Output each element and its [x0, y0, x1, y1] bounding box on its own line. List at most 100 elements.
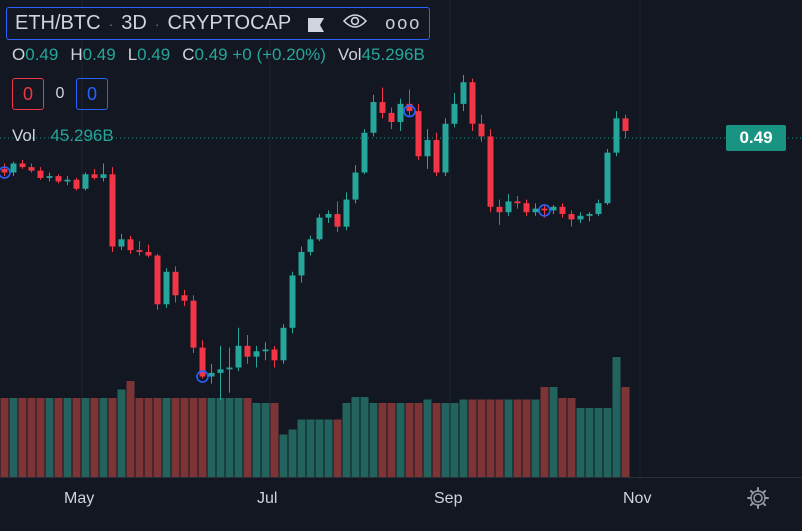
- volume-bar: [621, 387, 630, 477]
- volume-bar: [27, 398, 36, 477]
- candle-body: [226, 367, 233, 370]
- candle-body: [478, 123, 485, 137]
- candle-body: [262, 349, 269, 352]
- volume-bar: [567, 398, 576, 477]
- sell-counter-button[interactable]: 0: [12, 78, 44, 110]
- candle-body: [163, 271, 170, 305]
- candle-body: [406, 103, 413, 112]
- candle-body: [442, 123, 449, 173]
- volume-bar: [513, 399, 522, 477]
- candle-body: [379, 102, 386, 113]
- candle-body: [100, 174, 107, 178]
- exchange-label[interactable]: CRYPTOCAP: [167, 12, 292, 34]
- volume-bar: [252, 403, 261, 477]
- candle-body: [559, 206, 566, 215]
- candle-body: [595, 203, 602, 215]
- flag-icon[interactable]: [307, 16, 325, 32]
- event-marker[interactable]: [196, 370, 209, 383]
- candle-body: [208, 372, 215, 377]
- candle-body: [460, 82, 467, 104]
- symbol-bar[interactable]: ETH/BTC · 3D · CRYPTOCAP ooo: [6, 7, 430, 40]
- volume-bar: [495, 399, 504, 477]
- volume-bar: [423, 399, 432, 477]
- candle-body: [64, 179, 71, 182]
- more-options-icon[interactable]: ooo: [385, 13, 422, 33]
- candle-body: [289, 275, 296, 328]
- volume-bar: [414, 403, 423, 477]
- volume-bar: [351, 397, 360, 477]
- candle-body: [37, 170, 44, 178]
- candle-body: [496, 206, 503, 213]
- volume-bar: [504, 399, 513, 477]
- volume-bar: [153, 398, 162, 477]
- volume-label: Vol: [337, 45, 362, 64]
- candle-body: [109, 174, 116, 247]
- volume-bar: [468, 399, 477, 477]
- volume-bar: [243, 398, 252, 477]
- volume-bar: [81, 398, 90, 477]
- candle-body: [127, 239, 134, 251]
- volume-bar: [369, 403, 378, 477]
- event-marker[interactable]: [538, 204, 551, 217]
- candle-body: [424, 140, 431, 157]
- ohlc-legend: O 0.49 H 0.49 L 0.49 C 0.49 +0 (+0.20%) …: [12, 45, 437, 65]
- volume-bar: [90, 398, 99, 477]
- candle-body: [388, 112, 395, 122]
- volume-bars: [0, 357, 630, 477]
- volume-bar: [117, 389, 126, 477]
- volume-bar: [297, 419, 306, 477]
- candle-body: [397, 103, 404, 122]
- volume-bar: [198, 398, 207, 477]
- interval-label[interactable]: 3D: [121, 12, 147, 34]
- gear-icon[interactable]: [746, 486, 770, 510]
- candle-body: [298, 251, 305, 276]
- volume-bar: [342, 403, 351, 477]
- volume-bar: [216, 398, 225, 477]
- candle-body: [46, 176, 53, 178]
- candle-body: [253, 351, 260, 357]
- candle-body: [28, 167, 35, 171]
- volume-bar: [225, 398, 234, 477]
- candle-body: [568, 214, 575, 220]
- volume-bar: [576, 408, 585, 477]
- volume-bar: [594, 408, 603, 477]
- candle-body: [91, 174, 98, 178]
- volume-bar: [180, 398, 189, 477]
- candle-body: [325, 214, 332, 218]
- volume-bar: [135, 398, 144, 477]
- candle-body: [604, 152, 611, 204]
- symbol-name[interactable]: ETH/BTC: [15, 12, 101, 34]
- volume-indicator-label: Vol: [12, 126, 36, 145]
- volume-bar: [99, 398, 108, 477]
- volume-bar: [432, 403, 441, 477]
- volume-bar: [207, 398, 216, 477]
- open-value: 0.49: [25, 45, 59, 64]
- volume-bar: [306, 419, 315, 477]
- x-tick-jul: Jul: [257, 490, 278, 507]
- volume-bar: [333, 419, 342, 477]
- event-marker[interactable]: [403, 104, 416, 118]
- candle-body: [523, 203, 530, 213]
- x-tick-nov: Nov: [623, 490, 652, 507]
- volume-bar: [45, 398, 54, 477]
- indicator-counters: 0 0 0: [12, 78, 108, 110]
- candle-body: [55, 176, 62, 182]
- buy-counter-button[interactable]: 0: [76, 78, 108, 110]
- volume-bar: [0, 398, 9, 477]
- volume-value: 45.296B: [361, 45, 425, 64]
- eye-icon[interactable]: [343, 12, 368, 35]
- volume-indicator-legend[interactable]: Vol 45.296B: [12, 126, 114, 146]
- volume-bar: [540, 387, 549, 477]
- volume-indicator-value: 45.296B: [50, 126, 114, 145]
- candle-body: [505, 201, 512, 213]
- event-marker[interactable]: [0, 166, 11, 179]
- candle-body: [145, 251, 152, 256]
- last-price-tag: 0.49: [726, 125, 786, 151]
- volume-bar: [477, 399, 486, 477]
- low-label: L: [127, 45, 138, 64]
- candle-body: [118, 239, 125, 247]
- volume-bar: [315, 419, 324, 477]
- candle-body: [19, 163, 26, 168]
- candle-body: [451, 103, 458, 124]
